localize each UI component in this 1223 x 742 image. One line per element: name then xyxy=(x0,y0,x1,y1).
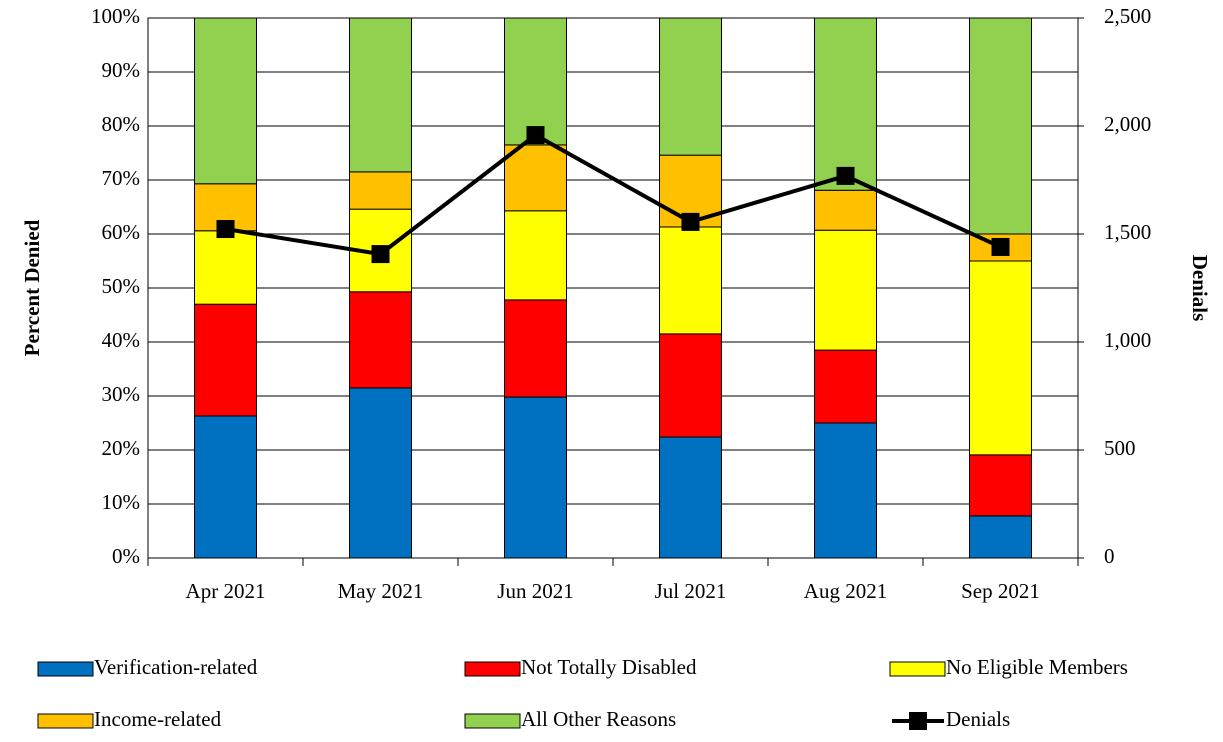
x-tick-label: Aug 2021 xyxy=(804,579,887,603)
legend-swatch xyxy=(37,713,94,729)
bar-segment xyxy=(194,230,257,305)
bar-segment xyxy=(504,299,567,398)
x-tick-label: Sep 2021 xyxy=(961,579,1040,603)
bar-segment xyxy=(814,189,877,231)
legend-swatch xyxy=(464,713,521,729)
bar-segment xyxy=(349,171,412,210)
legend-label: Income-related xyxy=(94,707,222,731)
line-marker xyxy=(371,245,390,264)
bar-segment xyxy=(969,260,1032,456)
line-marker xyxy=(216,220,235,239)
y2-tick-label: 2,000 xyxy=(1104,112,1151,136)
y-tick-label: 10% xyxy=(102,490,141,514)
line-marker xyxy=(991,237,1010,256)
y-tick-label: 60% xyxy=(102,220,141,244)
bar-segment xyxy=(814,17,877,191)
x-tick-label: Jul 2021 xyxy=(655,579,727,603)
y-tick-label: 100% xyxy=(91,4,140,28)
y2-tick-label: 500 xyxy=(1104,436,1136,460)
bar-segment xyxy=(349,291,412,389)
bar-segment xyxy=(194,17,257,185)
line-marker xyxy=(526,126,545,145)
y-tick-label: 0% xyxy=(112,544,140,568)
x-tick-label: Apr 2021 xyxy=(186,579,266,603)
bar-segment xyxy=(504,17,567,146)
bar-segment xyxy=(349,387,412,559)
y-tick-label: 90% xyxy=(102,58,141,82)
bar-segment xyxy=(504,396,567,559)
y-tick-label: 40% xyxy=(102,328,141,352)
y-tick-label: 50% xyxy=(102,274,141,298)
line-series xyxy=(225,132,1002,257)
bar-segment xyxy=(504,210,567,301)
y-tick-label: 80% xyxy=(102,112,141,136)
line-marker xyxy=(681,212,700,231)
legend-swatch xyxy=(889,661,946,677)
bar-segment xyxy=(504,144,567,212)
legend-swatch xyxy=(37,661,94,677)
legend-swatch xyxy=(464,661,521,677)
legend-label: No Eligible Members xyxy=(946,655,1128,679)
bar-segment xyxy=(969,515,1032,559)
y2-tick-label: 1,000 xyxy=(1104,328,1151,352)
line-marker xyxy=(836,166,855,185)
bar-segment xyxy=(194,415,257,559)
legend-label: Not Totally Disabled xyxy=(521,655,697,679)
legend-label: All Other Reasons xyxy=(521,707,676,731)
bar-segment xyxy=(969,17,1032,235)
bar-segment xyxy=(659,17,722,156)
y-axis-title: Percent Denied xyxy=(20,219,44,356)
bar-segment xyxy=(969,454,1032,517)
legend-label: Denials xyxy=(946,707,1010,731)
y-tick-label: 30% xyxy=(102,382,141,406)
x-tick-label: Jun 2021 xyxy=(497,579,573,603)
y2-axis-title: Denials xyxy=(1188,255,1212,322)
bar-segment xyxy=(814,229,877,351)
y2-tick-label: 2,500 xyxy=(1104,4,1151,28)
bar-segment xyxy=(349,17,412,173)
y-tick-label: 20% xyxy=(102,436,141,460)
legend-marker xyxy=(909,712,927,730)
y2-tick-label: 0 xyxy=(1104,544,1115,568)
bar-segment xyxy=(659,333,722,438)
bar-segment xyxy=(814,422,877,559)
legend-label: Verification-related xyxy=(94,655,258,679)
y-tick-label: 70% xyxy=(102,166,141,190)
x-tick-label: May 2021 xyxy=(338,579,424,603)
bar-segment xyxy=(659,436,722,559)
bar-segment xyxy=(194,303,257,417)
bar-segment xyxy=(814,349,877,424)
y2-tick-label: 1,500 xyxy=(1104,220,1151,244)
bar-segment xyxy=(659,226,722,335)
